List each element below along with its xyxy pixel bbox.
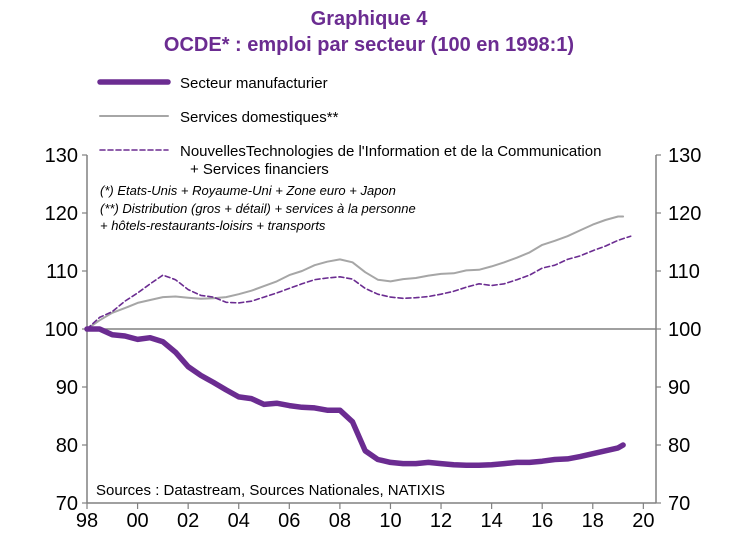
x-tick-label: 08 — [329, 510, 351, 532]
x-tick-label: 20 — [632, 510, 654, 532]
x-tick-label: 14 — [480, 510, 502, 532]
y-tick-label-right: 130 — [668, 145, 701, 167]
footnote: (*) Etats-Unis + Royaume-Uni + Zone euro… — [100, 183, 396, 198]
y-tick-label-left: 100 — [45, 319, 78, 341]
y-tick-label-right: 90 — [668, 377, 690, 399]
chart-title: Graphique 4 — [310, 8, 428, 30]
y-tick-label-right: 80 — [668, 435, 690, 457]
x-tick-label: 10 — [379, 510, 401, 532]
y-tick-label-right: 70 — [668, 493, 690, 515]
y-tick-label-left: 130 — [45, 145, 78, 167]
legend: Secteur manufacturier Services domestique… — [97, 75, 601, 178]
y-tick-label-left: 90 — [56, 377, 78, 399]
footnote: (**) Distribution (gros + détail) + serv… — [100, 201, 416, 216]
y-tick-label-right: 100 — [668, 319, 701, 341]
y-tick-label-left: 80 — [56, 435, 78, 457]
series-line-ntic-services-financiers — [86, 235, 632, 330]
legend-item-ntic-label: NouvellesTechnologies de l'Information e… — [180, 143, 601, 160]
legend-item-services-domestiques-label: Services domestiques** — [180, 109, 339, 126]
legend-item-manufacturier-label: Secteur manufacturier — [180, 75, 328, 92]
x-tick-label: 98 — [76, 510, 98, 532]
x-tick-label: 12 — [430, 510, 452, 532]
series-line-manufacturier — [84, 326, 626, 469]
y-tick-label-right: 110 — [668, 261, 700, 283]
x-tick-label: 02 — [177, 510, 199, 532]
notes: (*) Etats-Unis + Royaume-Uni + Zone euro… — [96, 183, 445, 499]
footnote: + hôtels-restaurants-loisirs + transport… — [100, 218, 326, 233]
y-tick-label-left: 110 — [46, 261, 78, 283]
y-tick-label-right: 120 — [668, 203, 701, 225]
axes: 70 70 80 80 90 90 100 100 110 110 120 120 130 130 98 00… — [45, 145, 702, 532]
x-tick-label: 16 — [531, 510, 553, 532]
y-tick-label-left: 70 — [56, 493, 78, 515]
source-note: Sources : Datastream, Sources Nationales… — [96, 482, 445, 499]
series-layer — [84, 215, 632, 469]
x-tick-label: 00 — [126, 510, 148, 532]
chart-subtitle: OCDE* : emploi par secteur (100 en 1998:… — [163, 34, 575, 56]
legend-item-ntic-label: + Services financiers — [190, 161, 329, 178]
y-tick-label-left: 120 — [45, 203, 78, 225]
series-line-services-domestiques — [86, 215, 625, 330]
x-tick-label: 04 — [228, 510, 250, 532]
x-tick-label: 06 — [278, 510, 300, 532]
x-tick-label: 18 — [582, 510, 604, 532]
